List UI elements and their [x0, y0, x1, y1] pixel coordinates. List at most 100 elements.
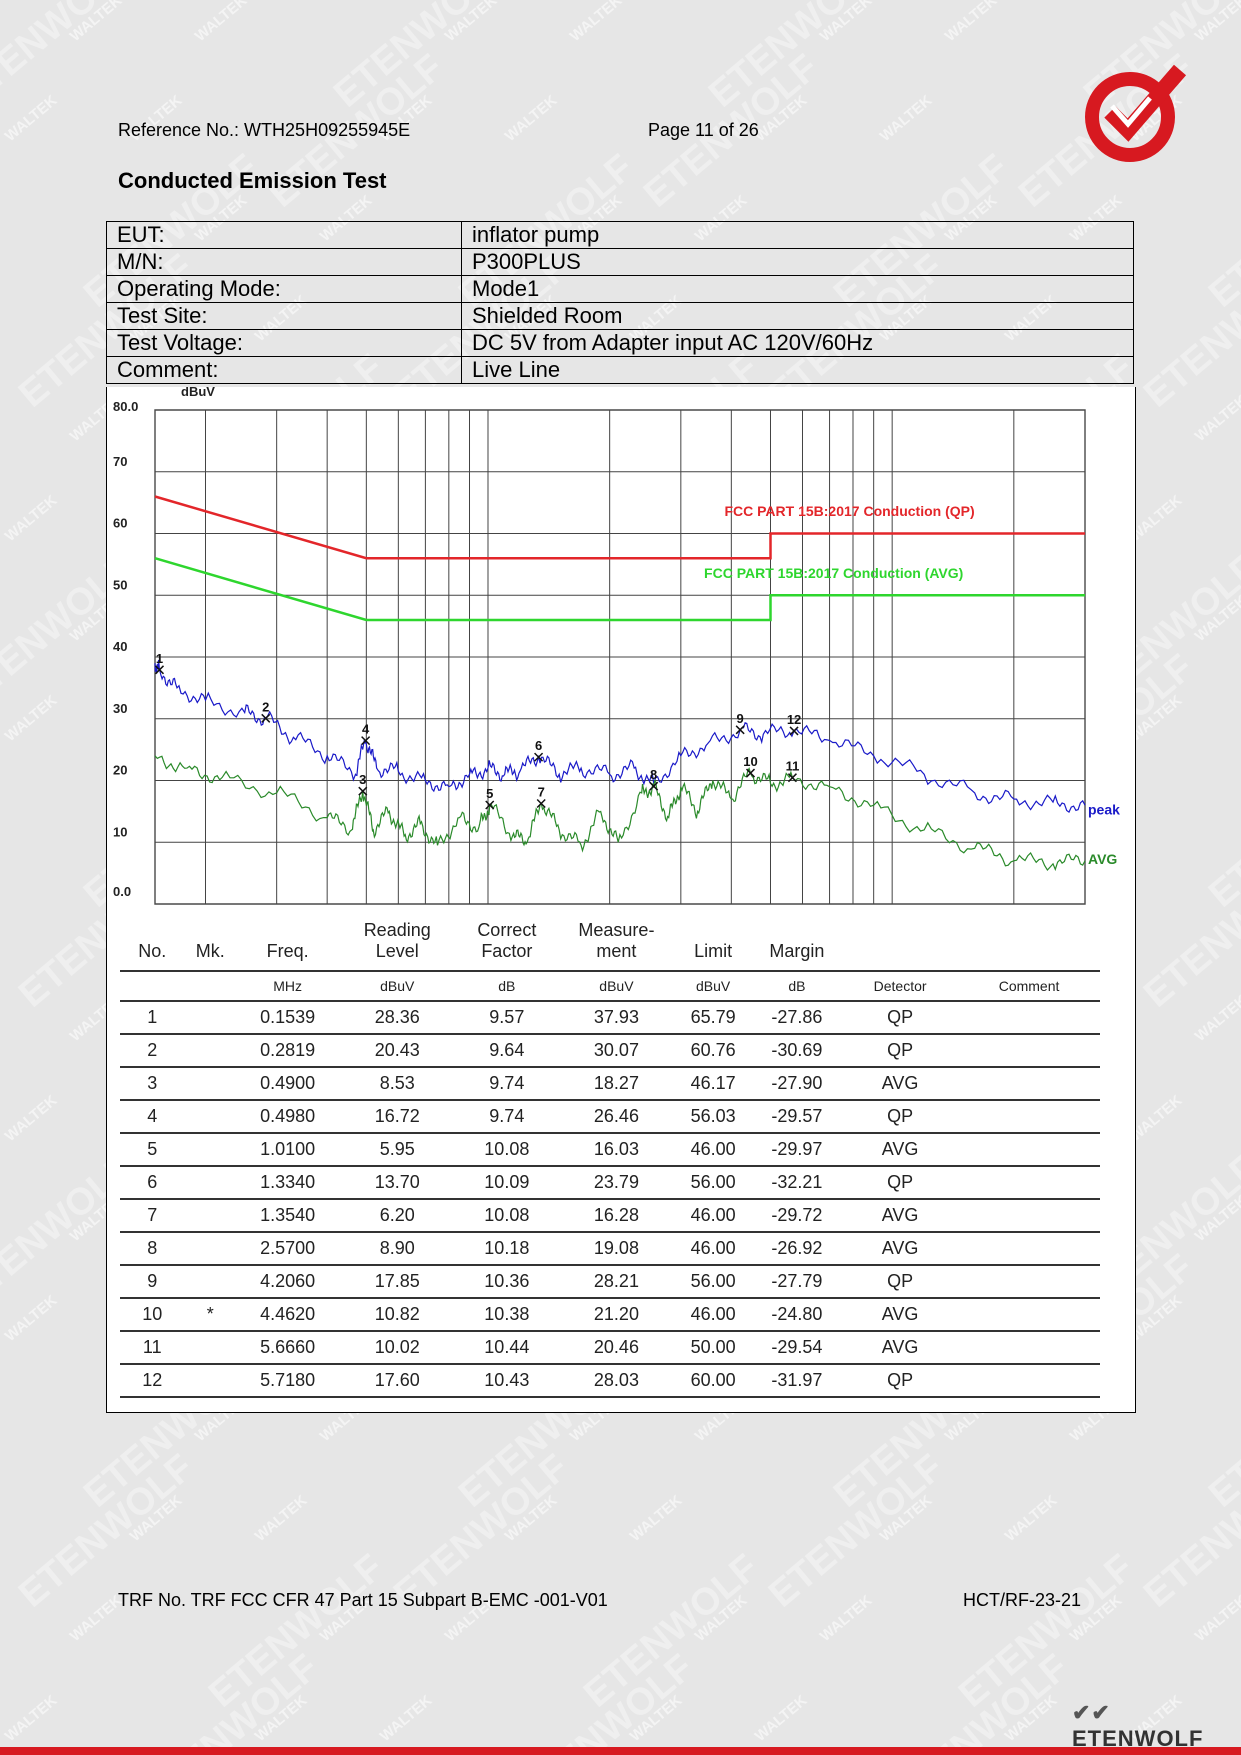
info-label: M/N:: [106, 248, 462, 276]
table-cell: [958, 1001, 1100, 1035]
y-tick-label: 10: [113, 824, 127, 839]
column-header-line: Correct: [477, 920, 537, 940]
table-cell: 26.46: [558, 1100, 675, 1134]
table-cell: -30.69: [751, 1034, 843, 1068]
table-cell: 9.74: [455, 1067, 559, 1101]
column-header: No.: [120, 912, 184, 971]
table-cell: 11: [120, 1331, 185, 1365]
watermark-text: WALTEK: [941, 0, 1001, 46]
table-cell: 6.20: [339, 1199, 456, 1233]
table-cell: 28.21: [558, 1265, 675, 1299]
table-cell: 10: [120, 1298, 185, 1332]
y-tick-label: 50: [113, 577, 127, 592]
y-tick-label: 20: [113, 763, 127, 778]
watermark-text: ETENWOLF: [1201, 146, 1241, 316]
column-header-line: Limit: [694, 941, 733, 961]
document-code: HCT/RF-23-21: [963, 1590, 1082, 1610]
table-cell: -27.90: [751, 1067, 843, 1101]
marker-label: 1: [156, 651, 163, 666]
brand-text: ETENWOLF: [1072, 1726, 1204, 1751]
marker-label: 4: [362, 722, 370, 737]
table-cell: AVG: [842, 1232, 959, 1266]
watermark-text: WALTEK: [1, 1091, 61, 1146]
info-value: Shielded Room: [461, 302, 1134, 330]
watermark-text: ETENWOLF: [1201, 1346, 1241, 1516]
series-label: FCC PART 15B:2017 Conduction (QP): [724, 503, 974, 519]
waltek-logo-icon: [1085, 64, 1187, 162]
table-cell: [184, 1331, 237, 1365]
table-cell: 10.38: [455, 1298, 559, 1332]
table-cell: AVG: [842, 1331, 959, 1365]
watermark-text: WALTEK: [1191, 991, 1241, 1046]
table-cell: 28.03: [558, 1364, 675, 1398]
unit-cell: [120, 970, 185, 1002]
marker-cross: [534, 752, 544, 762]
table-cell: 23.79: [558, 1166, 675, 1200]
table-cell: [184, 1199, 237, 1233]
trf-number: TRF No. TRF FCC CFR 47 Part 15 Subpart B…: [118, 1590, 608, 1610]
marker-cross: [485, 800, 495, 810]
watermark-text: ETENWOLF: [886, 1646, 1077, 1755]
table-row: 6 1.3340 13.70 10.09 23.79 56.00 -32.21 QP: [120, 1166, 1100, 1200]
watermark-text: WALTEK: [1191, 391, 1241, 446]
test-info-table: EUT: inflator pump M/N: P300PLUS Operating M…: [106, 221, 1134, 384]
table-cell: 1.3340: [236, 1166, 340, 1200]
watermark-text: WALTEK: [376, 1691, 436, 1746]
table-cell: 56.00: [674, 1166, 752, 1200]
table-cell: [958, 1034, 1100, 1068]
table-cell: 10.02: [339, 1331, 456, 1365]
table-cell: 46.17: [674, 1067, 752, 1101]
table-cell: 4: [120, 1100, 185, 1134]
table-cell: 5: [120, 1133, 185, 1167]
table-cell: 3: [120, 1067, 185, 1101]
table-cell: -24.80: [751, 1298, 843, 1332]
table-cell: 60.00: [674, 1364, 752, 1398]
watermark-text: ETENWOLF: [136, 1646, 327, 1755]
marker-cross: [735, 725, 745, 735]
info-row: Operating Mode: Mode1: [106, 275, 1134, 303]
table-cell: 17.85: [339, 1265, 456, 1299]
table-row: 4 0.4980 16.72 9.74 26.46 56.03 -29.57 QP: [120, 1100, 1100, 1134]
watermark-text: WALTEK: [751, 91, 811, 146]
table-cell: 18.27: [558, 1067, 675, 1101]
table-cell: 21.20: [558, 1298, 675, 1332]
table-cell: 16.03: [558, 1133, 675, 1167]
table-cell: QP: [842, 1034, 959, 1068]
watermark-text: WALTEK: [1001, 1691, 1061, 1746]
watermark-text: WALTEK: [1001, 1491, 1061, 1546]
table-row: 11 5.6660 10.02 10.44 20.46 50.00 -29.54 AVG: [120, 1331, 1100, 1365]
table-cell: 10.08: [455, 1133, 559, 1167]
unit-cell: Comment: [958, 970, 1100, 1002]
column-header-line: Factor: [481, 941, 533, 961]
watermark-text: ETENWOLF: [1136, 1446, 1241, 1616]
column-header: [958, 912, 1100, 971]
info-row: Test Voltage: DC 5V from Adapter input AC…: [106, 329, 1134, 357]
table-cell: -27.79: [751, 1265, 843, 1299]
table-units-row: MHz dBuV dB dBuV dBuV dB Detector Comment: [120, 970, 1100, 1002]
watermark-text: WALTEK: [626, 1691, 686, 1746]
table-row: 7 1.3540 6.20 10.08 16.28 46.00 -29.72 AVG: [120, 1199, 1100, 1233]
watermark-text: WALTEK: [876, 1491, 936, 1546]
table-cell: [958, 1331, 1100, 1365]
column-header: Freq.: [236, 912, 339, 971]
watermark-text: WALTEK: [1, 1291, 61, 1346]
table-cell: QP: [842, 1265, 959, 1299]
watermark-text: WALTEK: [691, 1591, 751, 1646]
table-cell: 1.3540: [236, 1199, 340, 1233]
watermark-text: ETENWOLF: [511, 1646, 702, 1755]
table-cell: -31.97: [751, 1364, 843, 1398]
marker-label: 5: [486, 786, 493, 801]
measurement-table-box: No. Mk. Freq. Reading Level Correct Factor Meas…: [106, 912, 1136, 1413]
unit-cell: dB: [455, 970, 559, 1002]
series-label: FCC PART 15B:2017 Conduction (AVG): [704, 565, 963, 581]
table-cell: [184, 1265, 237, 1299]
column-header-line: Mk.: [195, 941, 225, 961]
watermark-text: WALTEK: [816, 1591, 876, 1646]
watermark-text: WALTEK: [66, 0, 126, 46]
table-cell: 10.18: [455, 1232, 559, 1266]
table-cell: -26.92: [751, 1232, 843, 1266]
table-cell: AVG: [842, 1199, 959, 1233]
watermark-text: ETENWOLF: [576, 1546, 767, 1716]
table-cell: 0.2819: [236, 1034, 340, 1068]
watermark-text: WALTEK: [1191, 1191, 1241, 1246]
